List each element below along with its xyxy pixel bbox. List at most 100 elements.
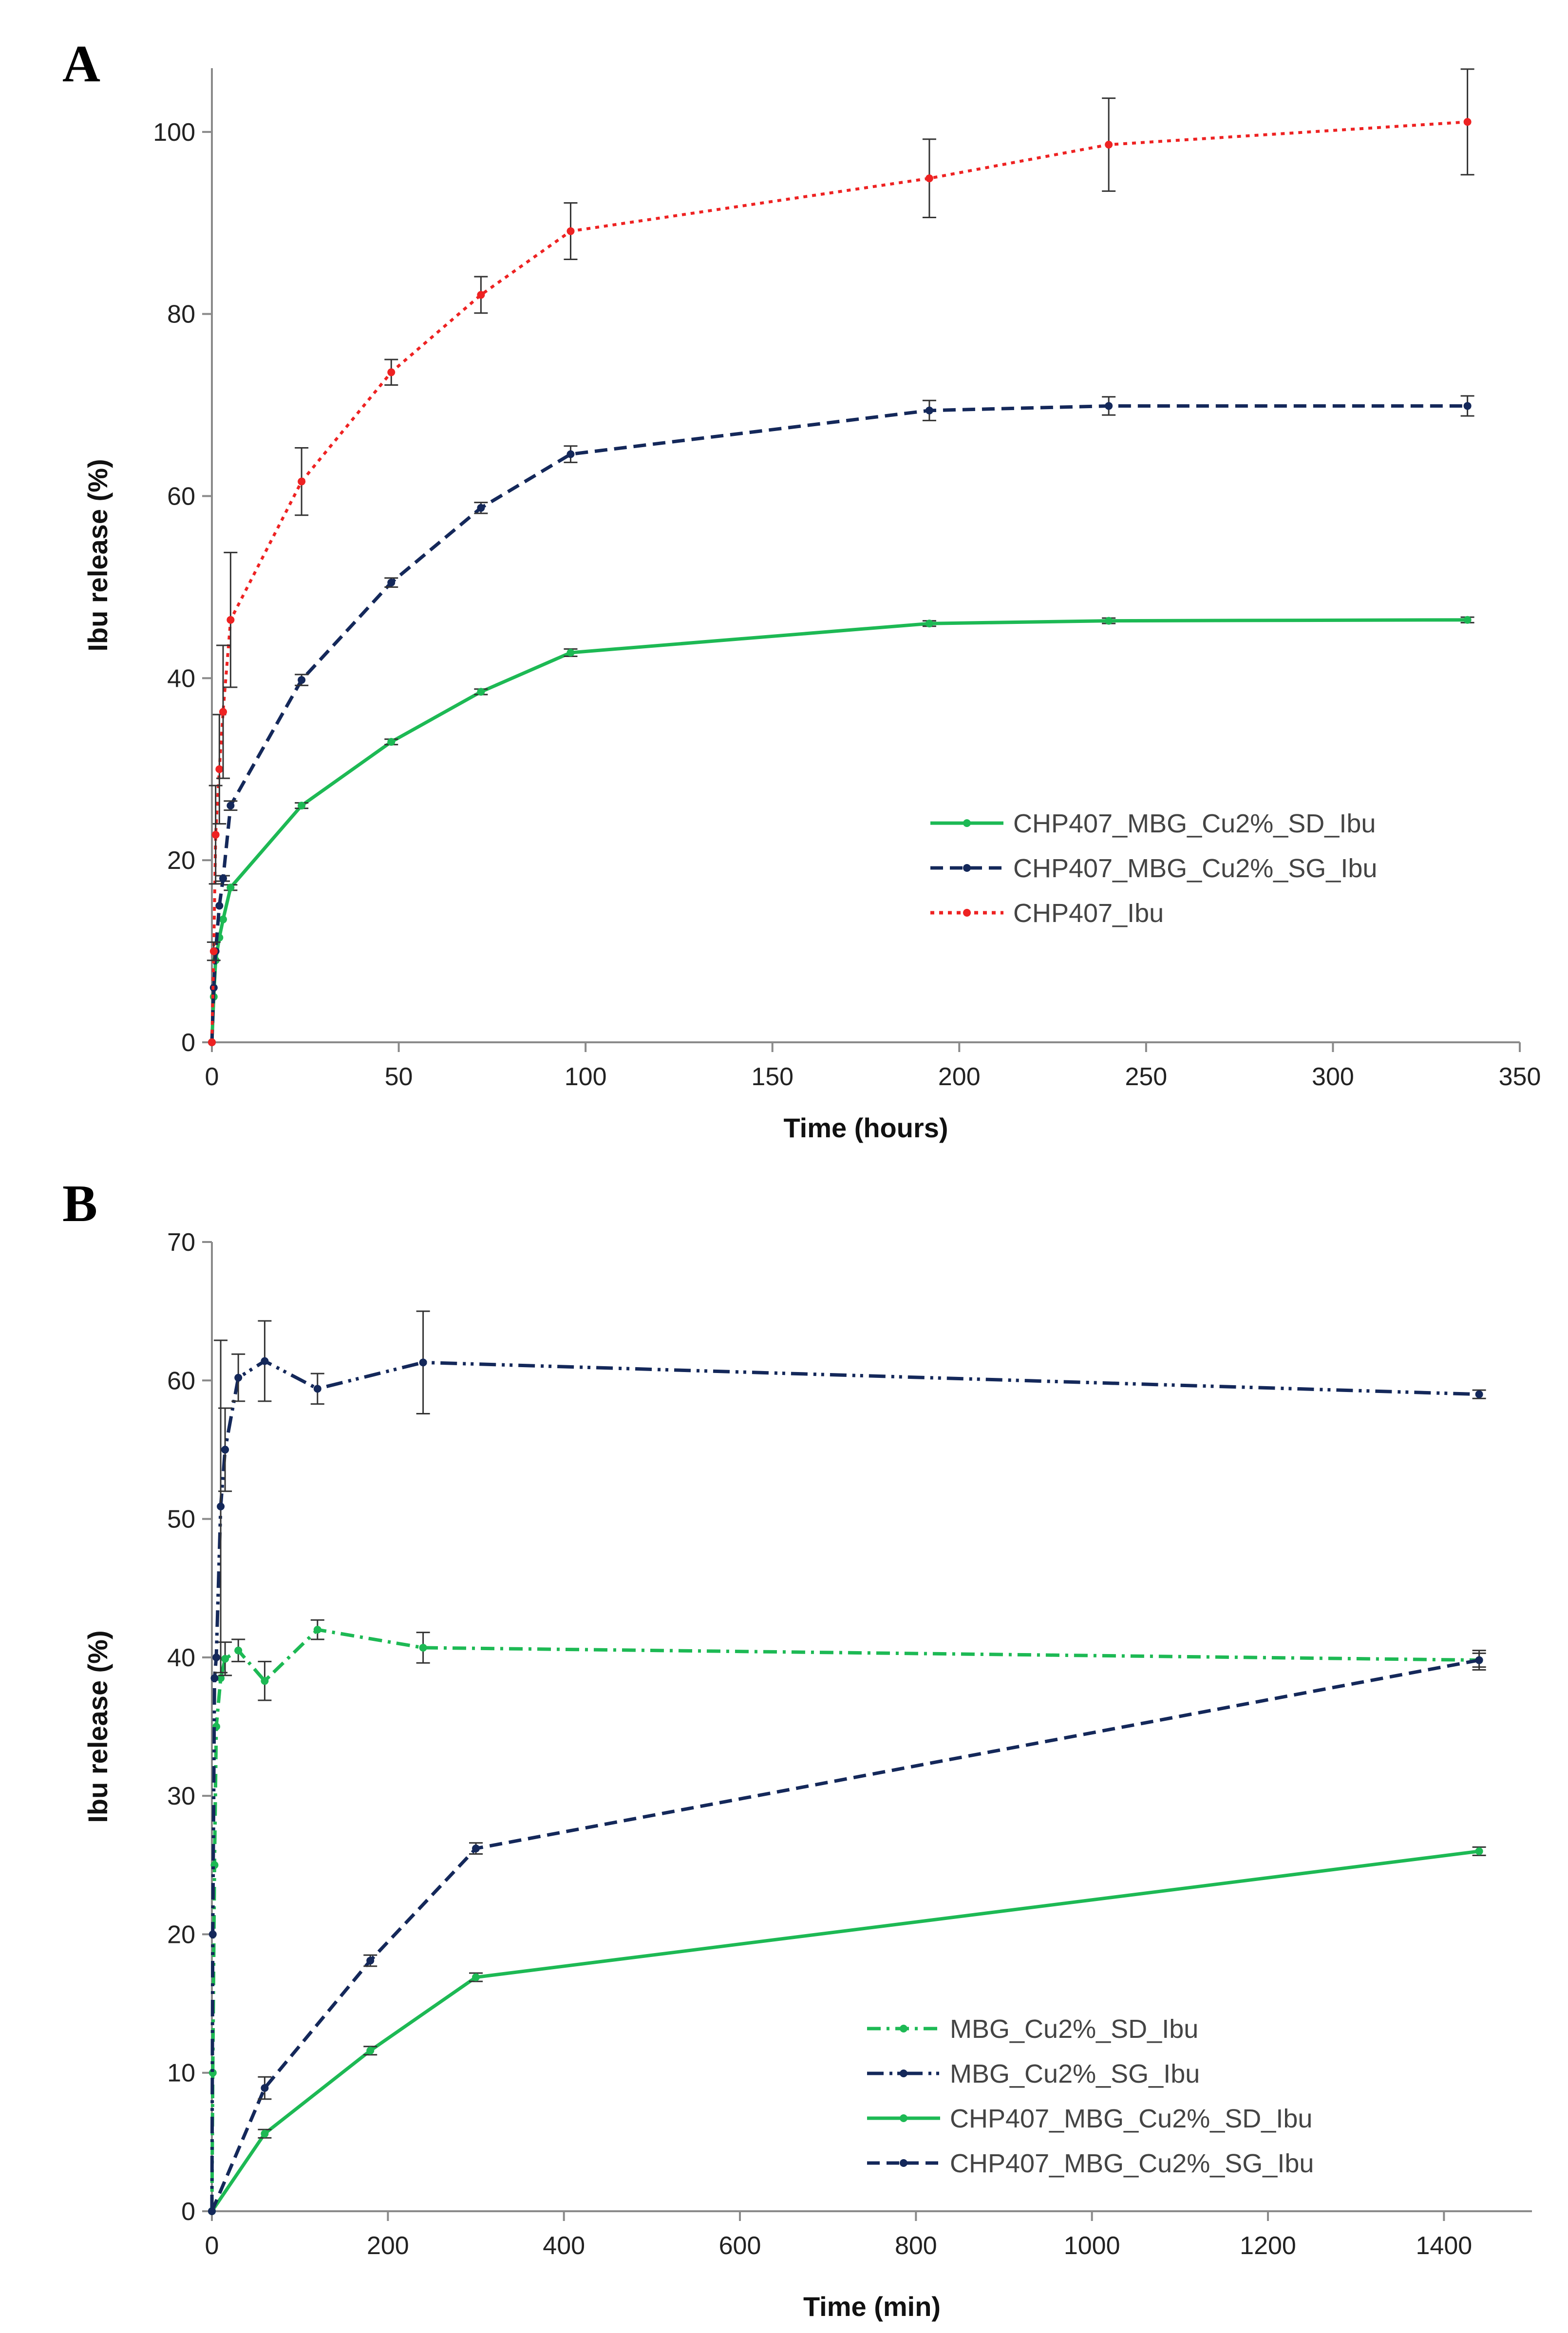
chart-b-x-tick-label: 400 — [543, 2232, 585, 2260]
chart-b-data-point — [261, 1357, 269, 1365]
chart-b: 0 10 20 30 40 50 60 70 0 200 400 600 800 1000 1200 1400… — [82, 1228, 1532, 2322]
chart-a-legend-label: CHP407_Ibu — [1013, 899, 1164, 928]
chart-a-x-tick-label: 250 — [1125, 1063, 1167, 1091]
chart-b-y-tick-label: 70 — [167, 1228, 195, 1257]
chart-b-data-point — [419, 1358, 427, 1367]
chart-b-legend-label: CHP407_MBG_Cu2%_SD_Ibu — [950, 2104, 1312, 2133]
chart-b-series-line — [210, 1359, 1479, 2212]
chart-b-x-tick-label: 1200 — [1240, 2232, 1296, 2260]
chart-b-series-4 — [208, 1650, 1486, 2215]
panel-label-a: A — [62, 35, 100, 93]
chart-a-x-tick-label: 50 — [385, 1063, 413, 1091]
chart-b-x-tick-label: 0 — [205, 2232, 219, 2260]
chart-a-data-point — [477, 504, 485, 512]
chart-a-legend: CHP407_MBG_Cu2%_SD_Ibu CHP407_MBG_Cu2%_SG… — [930, 809, 1377, 928]
chart-a-y-tick-label: 100 — [153, 118, 195, 147]
chart-b-data-point — [261, 2129, 269, 2138]
chart-a-data-point — [209, 947, 218, 956]
chart-a-data-point — [1463, 118, 1472, 126]
chart-a-data-point — [387, 368, 396, 376]
chart-a-legend-marker — [963, 864, 971, 872]
chart-a-data-point — [298, 477, 306, 486]
chart-b-data-point — [366, 2047, 375, 2055]
chart-a-data-point — [567, 227, 575, 235]
chart-b-x-tick-label: 800 — [895, 2232, 937, 2260]
chart-b-data-point — [261, 2084, 269, 2092]
chart-a-data-point — [208, 1038, 216, 1046]
chart-b-series-1 — [208, 1619, 1486, 2215]
chart-a-data-point — [567, 450, 575, 458]
chart-a-legend-label: CHP407_MBG_Cu2%_SG_Ibu — [1013, 854, 1377, 883]
chart-a-series-3 — [207, 68, 1474, 1046]
chart-a-data-point — [227, 884, 235, 892]
chart-a-data-point — [477, 291, 485, 299]
chart-a-y-tick-label: 40 — [167, 664, 195, 693]
chart-b-data-point — [234, 1646, 243, 1655]
chart-a-x-tick-label: 200 — [938, 1063, 981, 1091]
chart-a-data-point — [925, 620, 933, 628]
chart-b-x-axis-title: Time (min) — [803, 2291, 941, 2322]
chart-b-data-point — [212, 1653, 221, 1661]
chart-a-data-point — [219, 708, 227, 716]
chart-b-data-point — [221, 1655, 229, 1663]
chart-a-data-point — [227, 616, 235, 624]
chart-a-series-2 — [208, 395, 1474, 1046]
chart-b-data-point — [313, 1385, 321, 1393]
chart-a-data-point — [477, 688, 485, 696]
chart-a-data-point — [1463, 402, 1472, 410]
chart-b-data-point — [313, 1626, 321, 1634]
chart-a-data-point — [567, 649, 575, 657]
chart-a-data-point — [298, 802, 306, 810]
chart-b-y-tick-label: 30 — [167, 1782, 195, 1810]
chart-a-data-point — [219, 874, 227, 883]
chart-b-data-point — [217, 1674, 225, 1682]
chart-b-data-point — [261, 1677, 269, 1685]
chart-a-data-point — [211, 830, 220, 839]
chart-a-x-axis-title: Time (hours) — [783, 1112, 948, 1143]
chart-b-x-tick-label: 200 — [367, 2232, 409, 2260]
chart-a: 0 20 40 60 80 100 0 50 100 150 200 250 300 350 Time (h… — [82, 68, 1541, 1143]
chart-a-data-point — [387, 738, 396, 746]
chart-b-y-tick-label: 60 — [167, 1367, 195, 1395]
chart-a-y-axis-title: Ibu release (%) — [82, 459, 113, 651]
chart-b-y-tick-label: 10 — [167, 2059, 195, 2088]
chart-b-legend-label: CHP407_MBG_Cu2%_SG_Ibu — [950, 2149, 1314, 2178]
chart-b-legend-marker — [900, 2025, 907, 2032]
panel-label-b: B — [62, 1175, 98, 1233]
chart-a-data-point — [387, 579, 396, 587]
chart-b-y-axis-title: Ibu release (%) — [82, 1630, 113, 1823]
chart-b-x-tick-label: 1400 — [1416, 2232, 1472, 2260]
chart-b-data-point — [1475, 1847, 1483, 1855]
chart-a-data-point — [925, 406, 933, 414]
chart-a-y-tick-label: 0 — [181, 1029, 195, 1057]
chart-a-y-tick-label: 60 — [167, 483, 195, 511]
chart-b-data-point — [208, 1930, 217, 1938]
chart-a-data-point — [215, 902, 224, 910]
chart-a-legend-label: CHP407_MBG_Cu2%_SD_Ibu — [1013, 809, 1376, 838]
chart-a-y-tick-label: 20 — [167, 847, 195, 875]
chart-b-legend-label: MBG_Cu2%_SG_Ibu — [950, 2059, 1200, 2088]
chart-b-series-2 — [208, 1310, 1486, 2215]
chart-b-y-tick-label: 50 — [167, 1505, 195, 1534]
chart-b-legend: MBG_Cu2%_SD_Ibu MBG_Cu2%_SG_Ibu CHP407_MBG… — [867, 2014, 1314, 2178]
chart-a-data-point — [227, 802, 235, 810]
chart-b-data-point — [472, 1844, 480, 1853]
chart-b-legend-marker — [900, 2114, 907, 2122]
chart-b-legend-marker — [900, 2070, 907, 2077]
chart-a-y-tick-label: 80 — [167, 301, 195, 329]
chart-b-data-point — [419, 1643, 427, 1652]
chart-b-y-tick-label: 40 — [167, 1644, 195, 1672]
chart-b-data-point — [472, 1973, 480, 1981]
chart-a-x-tick-label: 350 — [1499, 1063, 1541, 1091]
chart-b-legend-label: MBG_Cu2%_SD_Ibu — [950, 2014, 1198, 2044]
chart-b-x-tick-label: 600 — [719, 2232, 761, 2260]
chart-a-data-point — [1105, 402, 1113, 410]
chart-a-x-tick-label: 100 — [565, 1063, 607, 1091]
chart-b-data-point — [234, 1373, 243, 1382]
chart-b-legend-marker — [900, 2159, 907, 2167]
chart-b-data-point — [208, 2207, 216, 2215]
chart-a-data-point — [1463, 616, 1472, 624]
chart-b-y-tick-label: 20 — [167, 1920, 195, 1949]
chart-b-data-point — [221, 1446, 229, 1454]
